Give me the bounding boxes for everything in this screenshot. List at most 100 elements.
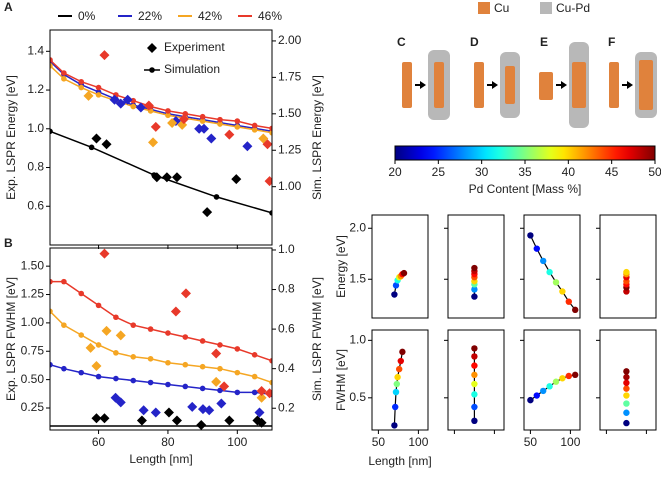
point — [623, 409, 630, 416]
experiment-point — [138, 405, 149, 416]
point — [391, 291, 398, 298]
y-tick-label: 2.0 — [349, 220, 366, 234]
experiment-point — [196, 420, 207, 430]
y-tick-label: 0.8 — [27, 160, 44, 174]
experiment-point — [256, 385, 267, 396]
simulation-point — [50, 62, 53, 69]
simulation-point — [234, 124, 241, 130]
panel-label: C — [397, 35, 406, 49]
simulation-point — [269, 129, 272, 136]
simulation-point — [182, 334, 189, 340]
point — [471, 286, 478, 293]
y2-tick-label: 1.75 — [278, 70, 302, 84]
experiment-point — [91, 133, 102, 144]
simulation-point — [213, 194, 220, 200]
point — [572, 371, 579, 379]
simulation-point — [217, 365, 223, 372]
experiment-point — [101, 139, 112, 150]
axes-frame — [447, 214, 505, 319]
point — [471, 345, 478, 352]
cu-rod — [402, 62, 412, 108]
simulation-point — [113, 350, 119, 356]
point — [546, 268, 553, 276]
simulation-point — [78, 369, 85, 376]
x-tick-label: 100 — [560, 435, 580, 449]
simulation-point — [147, 355, 154, 362]
simulation-point — [130, 322, 137, 328]
simulation-point — [182, 361, 189, 368]
simulation-point — [50, 128, 53, 135]
y2-tick-label: 1.0 — [278, 242, 295, 256]
point — [546, 383, 553, 390]
point — [623, 373, 630, 381]
cu-core — [434, 62, 444, 108]
experiment-point — [99, 413, 110, 424]
x-tick-label: 50 — [372, 435, 386, 449]
point — [552, 378, 560, 385]
legend-swatch — [540, 2, 552, 14]
y-tick-label: 0.5 — [349, 390, 366, 404]
point — [393, 380, 400, 388]
colorbar-tick-label: 45 — [605, 165, 619, 179]
x-tick-label: 50 — [524, 435, 538, 449]
simulation-point — [130, 103, 137, 110]
point — [565, 372, 572, 380]
simulation-point — [234, 369, 241, 376]
experiment-point — [99, 50, 110, 61]
simulation-point — [251, 373, 258, 380]
simulation-point — [234, 389, 241, 396]
point — [471, 380, 478, 388]
simulation-point — [95, 92, 102, 98]
point — [392, 282, 400, 289]
legend-label: Simulation — [164, 62, 220, 76]
simulation-point — [78, 78, 85, 85]
point — [552, 279, 560, 286]
simulation-line — [50, 130, 272, 214]
simulation-point — [78, 290, 85, 297]
experiment-point — [115, 330, 126, 341]
y-tick-label: 0.25 — [21, 400, 45, 414]
axes-frame — [599, 329, 657, 431]
point — [392, 388, 400, 396]
simulation-line — [50, 280, 272, 362]
legend-label: 22% — [138, 9, 162, 23]
experiment-point — [101, 325, 112, 336]
point — [394, 373, 401, 381]
experiment-point — [187, 401, 198, 412]
plot-area — [50, 248, 272, 430]
experiment-point — [256, 417, 267, 428]
simulation-point — [165, 381, 171, 388]
panel-label: A — [4, 0, 13, 14]
simulation-line — [50, 65, 272, 134]
experiment-point — [91, 413, 102, 424]
point — [400, 269, 408, 277]
simulation-point — [217, 116, 223, 123]
point — [623, 419, 630, 427]
legend-label: 42% — [198, 9, 222, 23]
point — [540, 257, 547, 265]
axes-frame — [523, 214, 581, 319]
simulation-point — [269, 210, 272, 216]
panel-label: B — [4, 236, 13, 250]
experiment-point — [211, 376, 222, 387]
experiment-point — [262, 139, 272, 150]
simulation-point — [61, 76, 67, 82]
point — [471, 391, 478, 398]
experiment-point — [150, 407, 161, 418]
simulation-point — [217, 387, 223, 394]
legend-label: 46% — [258, 9, 282, 23]
experiment-point — [178, 114, 189, 125]
point — [471, 403, 478, 411]
simulation-point — [234, 346, 241, 352]
simulation-point — [113, 375, 119, 382]
y2-tick-label: 2.00 — [278, 33, 302, 47]
y-tick-label: 1.0 — [349, 333, 366, 347]
experiment-point — [171, 415, 182, 426]
simulation-point — [199, 338, 206, 344]
simulation-point — [95, 342, 102, 348]
colorbar-tick-label: 50 — [648, 165, 661, 179]
colorbar-label: Pd Content [Mass %] — [469, 182, 582, 196]
simulation-point — [95, 373, 102, 380]
point — [471, 264, 478, 272]
experiment-point — [264, 388, 272, 399]
